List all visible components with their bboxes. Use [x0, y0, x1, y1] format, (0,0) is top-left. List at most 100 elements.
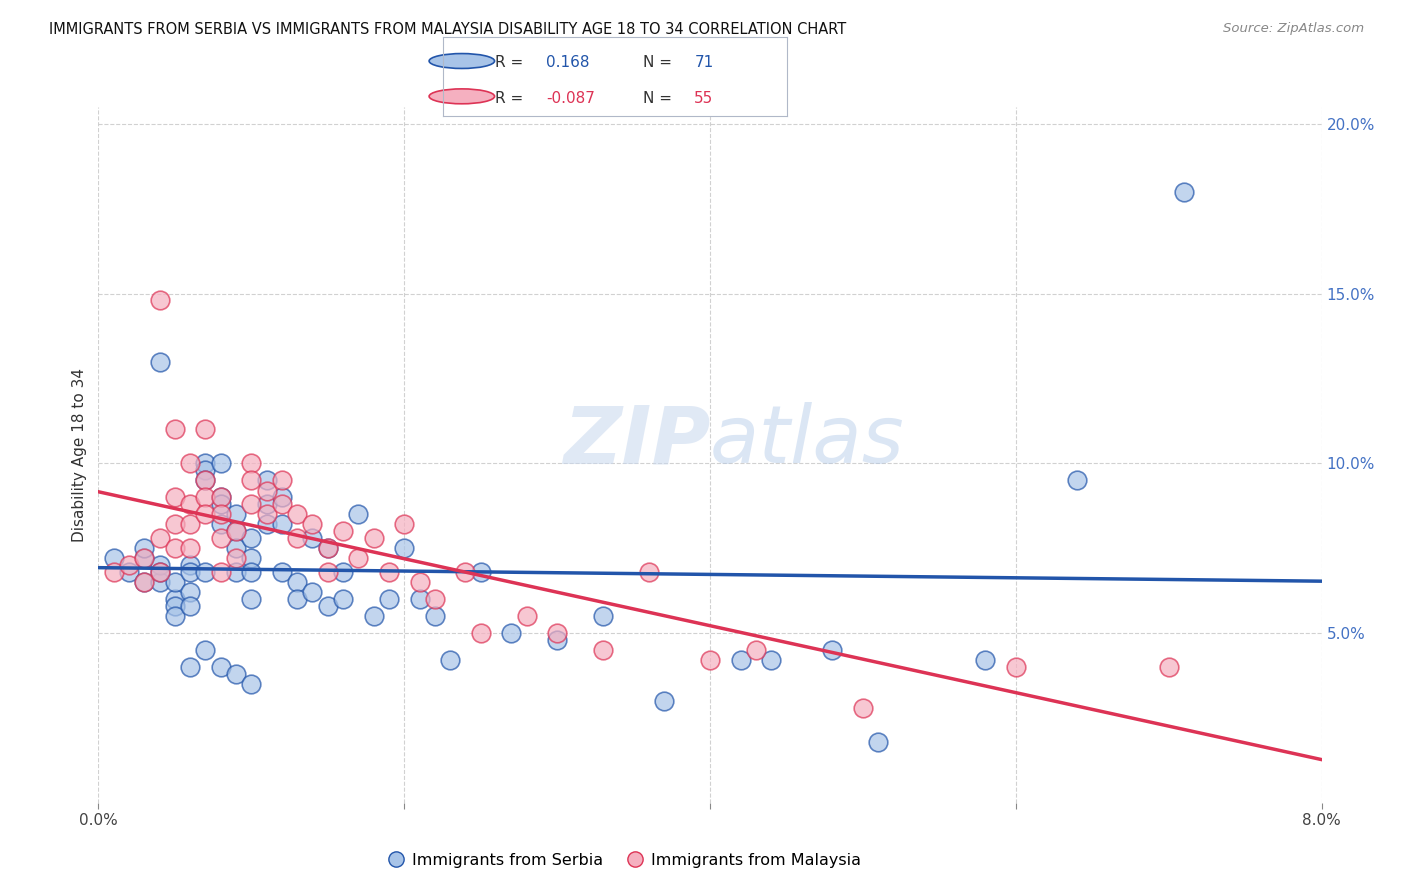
Point [134, 575, 156, 590]
Text: -0.087: -0.087 [546, 91, 595, 106]
Point [209, 517, 232, 532]
Text: atlas: atlas [710, 402, 905, 480]
Point [209, 491, 232, 505]
Point [163, 575, 186, 590]
Text: R =: R = [495, 55, 523, 70]
Point [378, 565, 401, 579]
Point [225, 508, 247, 522]
Point [163, 517, 186, 532]
Point [868, 735, 890, 749]
Point [974, 653, 997, 667]
Point [1066, 474, 1088, 488]
Point [134, 551, 156, 566]
Point [118, 558, 141, 573]
Point [285, 575, 308, 590]
Point [179, 565, 201, 579]
Point [194, 422, 217, 436]
Point [225, 524, 247, 539]
Point [209, 497, 232, 511]
Point [149, 558, 172, 573]
Point [1173, 185, 1195, 199]
Point [163, 422, 186, 436]
Point [225, 524, 247, 539]
Point [759, 653, 782, 667]
Point [546, 632, 568, 647]
Point [209, 660, 232, 674]
Point [516, 609, 538, 624]
Point [270, 491, 294, 505]
Text: N =: N = [643, 91, 672, 106]
Point [592, 609, 614, 624]
Point [652, 694, 675, 708]
Point [163, 609, 186, 624]
Point [209, 508, 232, 522]
Point [149, 531, 172, 545]
Point [852, 700, 875, 714]
Point [745, 643, 768, 657]
Point [225, 541, 247, 556]
Point [408, 592, 430, 607]
Point [209, 457, 232, 471]
Point [270, 497, 294, 511]
Point [209, 531, 232, 545]
Point [240, 677, 263, 691]
Point [194, 474, 217, 488]
Point [179, 541, 201, 556]
Point [240, 474, 263, 488]
Point [637, 565, 661, 579]
Point [423, 592, 446, 607]
Point [194, 508, 217, 522]
Point [179, 517, 201, 532]
Point [134, 575, 156, 590]
Point [392, 517, 416, 532]
Point [134, 541, 156, 556]
Point [209, 565, 232, 579]
Point [256, 483, 278, 498]
Text: 55: 55 [695, 91, 714, 106]
Point [316, 541, 339, 556]
Point [347, 508, 370, 522]
Point [821, 643, 844, 657]
Point [179, 585, 201, 599]
Text: ZIP: ZIP [562, 402, 710, 480]
Point [240, 592, 263, 607]
Text: R =: R = [495, 91, 523, 106]
Point [179, 457, 201, 471]
Point [423, 609, 446, 624]
Point [118, 565, 141, 579]
Point [103, 551, 125, 566]
Point [225, 565, 247, 579]
Point [179, 497, 201, 511]
Point [179, 660, 201, 674]
Point [332, 565, 354, 579]
Point [149, 565, 172, 579]
Point [194, 463, 217, 477]
Point [439, 653, 461, 667]
Point [592, 643, 614, 657]
Point [285, 592, 308, 607]
Point [149, 293, 172, 308]
Point [316, 541, 339, 556]
Text: IMMIGRANTS FROM SERBIA VS IMMIGRANTS FROM MALAYSIA DISABILITY AGE 18 TO 34 CORRE: IMMIGRANTS FROM SERBIA VS IMMIGRANTS FRO… [49, 22, 846, 37]
Point [163, 541, 186, 556]
Point [256, 517, 278, 532]
Point [240, 497, 263, 511]
Text: 0.168: 0.168 [546, 55, 589, 70]
Point [194, 457, 217, 471]
Point [546, 626, 568, 640]
Point [316, 565, 339, 579]
Point [270, 474, 294, 488]
Point [179, 558, 201, 573]
Point [332, 524, 354, 539]
Point [470, 626, 492, 640]
Point [392, 541, 416, 556]
Circle shape [429, 89, 495, 103]
Point [149, 565, 172, 579]
Point [194, 491, 217, 505]
Point [316, 599, 339, 613]
Point [256, 497, 278, 511]
Legend: Immigrants from Serbia, Immigrants from Malaysia: Immigrants from Serbia, Immigrants from … [381, 847, 868, 875]
Point [134, 551, 156, 566]
Point [240, 551, 263, 566]
Point [730, 653, 752, 667]
